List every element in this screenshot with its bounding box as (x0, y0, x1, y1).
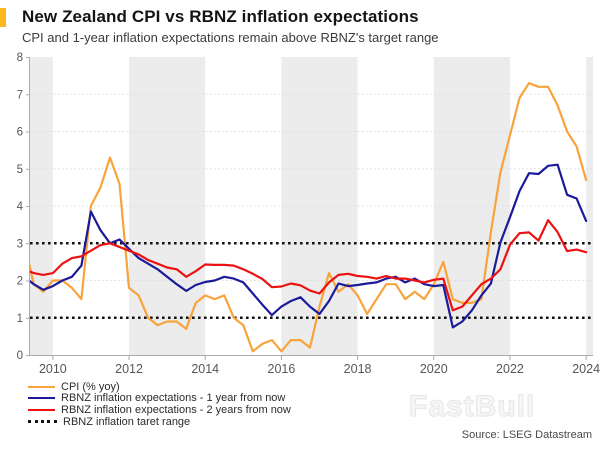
y-tick-label: 5 (17, 164, 23, 176)
legend-label: RBNZ inflation taret range (63, 415, 191, 428)
expectations-1yr-line-swatch (28, 397, 55, 400)
legend-item-target-range: RBNZ inflation taret range (28, 416, 291, 428)
cpi-line (30, 81, 588, 353)
x-tick-label: 2010 (39, 362, 67, 376)
chart-subtitle: CPI and 1-year inflation expectations re… (22, 30, 439, 45)
legend-item-expectations-2yr: RBNZ inflation expectations - 2 years fr… (28, 404, 291, 416)
y-tick-label: 4 (17, 201, 24, 213)
shaded-band (586, 57, 593, 355)
x-tick-label: 2022 (496, 362, 524, 376)
watermark: FastBull (408, 389, 536, 423)
y-tick-label: 2 (17, 276, 23, 288)
x-tick-label: 2012 (115, 362, 143, 376)
x-tick-label: 2018 (344, 362, 372, 376)
line-chart: 0 1 2 3 4 5 6 7 8 2010 2012 2014 2016 2018 2020 2022 202… (17, 52, 600, 376)
chart-title: New Zealand CPI vs RBNZ inflation expect… (22, 7, 419, 26)
title-accent-bar (0, 8, 6, 27)
legend-item-expectations-1yr: RBNZ inflation expectations - 1 year fro… (28, 392, 291, 405)
legend-label: CPI (% yoy) (61, 380, 120, 393)
y-tick-label: 3 (17, 238, 23, 250)
x-tick-label: 2014 (191, 362, 219, 376)
source-credit: Source: LSEG Datastream (461, 429, 592, 441)
x-tick-label: 2024 (572, 362, 600, 376)
shaded-band (30, 57, 53, 355)
legend-label: RBNZ inflation expectations - 1 year fro… (61, 392, 286, 405)
x-tick-label: 2020 (420, 362, 448, 376)
expectations-2yr-line-swatch (28, 408, 55, 411)
legend-label: RBNZ inflation expectations - 2 years fr… (61, 403, 291, 416)
cpi-line-swatch (28, 385, 55, 388)
expectations-2yr-line (30, 219, 588, 312)
y-tick-label: 0 (17, 350, 23, 362)
y-tick-label: 7 (17, 89, 23, 101)
x-tick-label: 2016 (268, 362, 296, 376)
y-tick-label: 6 (17, 127, 23, 139)
target-range-swatch (28, 420, 57, 424)
legend: CPI (% yoy) RBNZ inflation expectations … (28, 381, 291, 428)
y-tick-label: 1 (17, 313, 23, 325)
legend-item-cpi: CPI (% yoy) (28, 381, 291, 393)
y-tick-label: 8 (17, 52, 23, 64)
